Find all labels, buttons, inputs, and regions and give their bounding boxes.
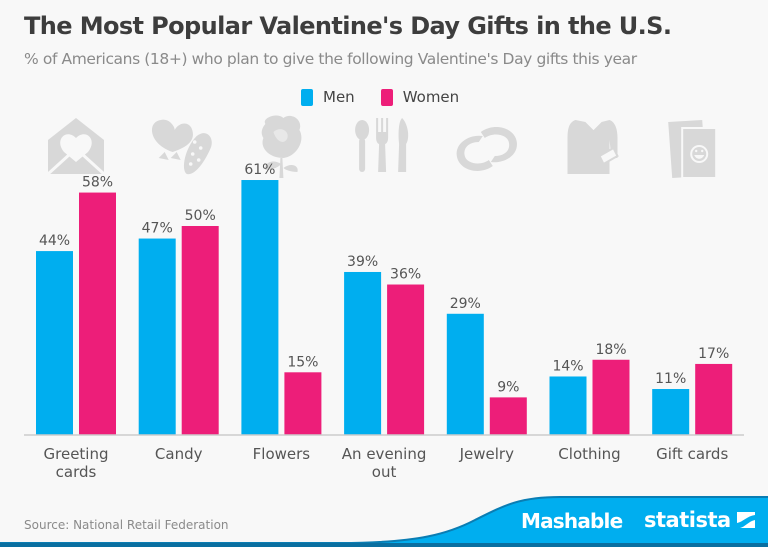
bars: 44% 58% 47% 50% 61% 15% 39% 36% 29% 9% 14% 18% 11% 17… [36, 162, 733, 435]
data-label-women-1: 50% [185, 208, 216, 224]
chart-subtitle: % of Americans (18+) who plan to give th… [24, 50, 637, 68]
legend-item-men: Men [301, 88, 355, 106]
bar-men-6 [652, 389, 690, 435]
legend-swatch-men [301, 88, 313, 106]
data-label-women-6: 17% [698, 346, 729, 362]
data-label-men-3: 39% [347, 254, 378, 270]
x-tick-label-0: Greeting [44, 445, 109, 463]
cutlery-icon [355, 118, 409, 172]
rose-icon [261, 115, 302, 178]
x-tick-label-3: An evening [342, 445, 427, 463]
source-note: Source: National Retail Federation [24, 518, 229, 532]
bar-men-3 [344, 271, 382, 435]
legend-label-women: Women [402, 88, 460, 106]
data-label-men-6: 11% [655, 371, 686, 387]
x-tick-label-6: Gift cards [656, 445, 728, 463]
bar-men-5 [549, 376, 587, 435]
statista-mark-icon [737, 512, 756, 528]
data-label-men-4: 29% [450, 296, 481, 312]
chart-title: The Most Popular Valentine's Day Gifts i… [24, 12, 672, 40]
footer-wave-shadow [0, 496, 768, 544]
data-label-women-5: 18% [595, 342, 626, 358]
data-label-women-3: 36% [390, 267, 421, 283]
x-tick-label-2: Flowers [253, 445, 311, 463]
envelope-heart-icon [46, 118, 106, 176]
bar-women-2 [284, 372, 322, 435]
bar-women-1 [181, 226, 219, 435]
rings-icon [456, 127, 517, 171]
x-tick-label-1: Candy [155, 445, 203, 463]
legend: Men Women [301, 88, 485, 106]
bar-women-6 [695, 363, 733, 435]
footer-bottom-line [0, 543, 768, 547]
bar-women-5 [592, 359, 630, 435]
candy-box-icon [151, 119, 212, 175]
x-tick-label-5: Clothing [558, 445, 620, 463]
x-tick-label-4: Jewelry [459, 445, 514, 463]
data-label-men-0: 44% [39, 233, 70, 249]
bar-women-0 [79, 192, 116, 435]
category-icons [46, 115, 718, 179]
data-label-women-4: 9% [497, 379, 519, 395]
statista-logo-text: statista [644, 508, 731, 532]
x-tick-label-3: out [372, 463, 397, 481]
data-label-women-2: 15% [287, 354, 318, 370]
mashable-logo: Mashable [521, 509, 623, 533]
bar-men-4 [446, 313, 484, 435]
bar-men-1 [138, 238, 176, 435]
legend-item-women: Women [380, 88, 460, 106]
statista-logo: statista [644, 508, 756, 532]
data-label-men-2: 61% [244, 162, 275, 178]
shirt-icon [567, 120, 619, 174]
bar-men-2 [241, 180, 279, 435]
legend-swatch-women [380, 88, 393, 106]
bar-women-4 [489, 397, 527, 435]
bar-women-3 [387, 284, 425, 435]
legend-label-men: Men [323, 88, 355, 106]
x-tick-label-0: cards [56, 463, 97, 481]
data-label-men-5: 14% [552, 358, 583, 374]
data-label-men-1: 47% [142, 221, 173, 237]
footer-wave [0, 497, 768, 547]
gift-card-icon [668, 120, 718, 179]
bar-men-0 [36, 251, 73, 435]
data-label-women-0: 58% [82, 175, 113, 191]
